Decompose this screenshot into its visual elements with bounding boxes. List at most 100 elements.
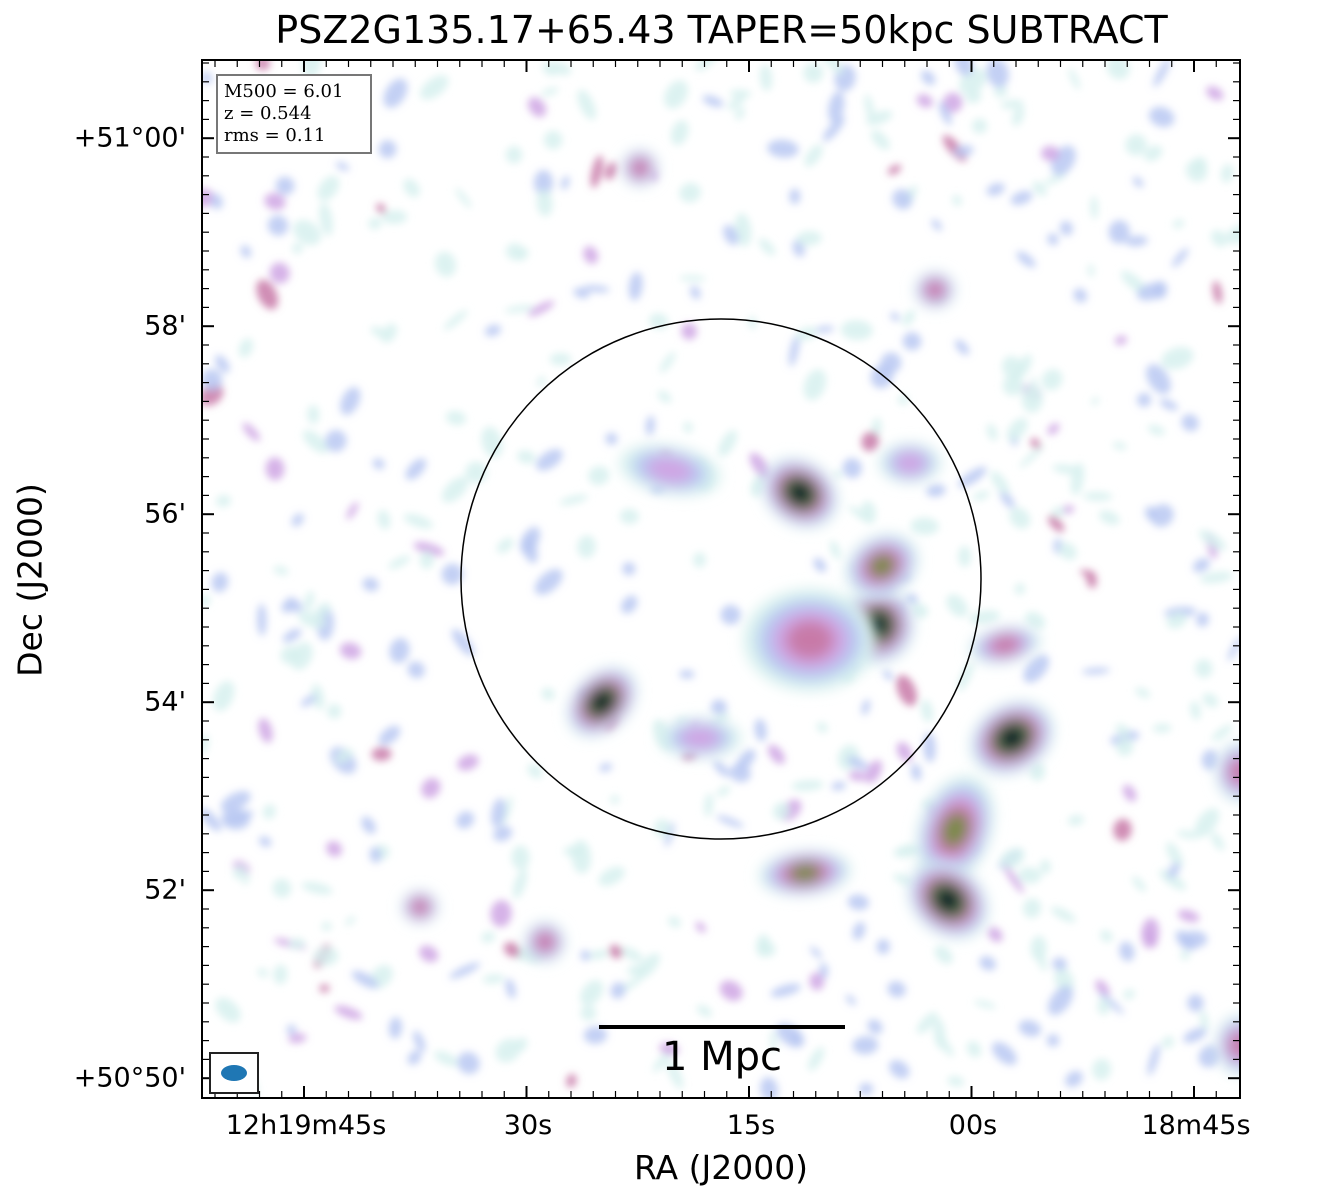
noise-blob	[1003, 865, 1024, 894]
noise-blob	[1041, 368, 1063, 391]
noise-blob	[202, 188, 213, 208]
noise-blob	[889, 1059, 910, 1079]
noise-blob	[265, 457, 285, 481]
noise-blob	[1090, 397, 1100, 405]
noise-blob	[481, 426, 503, 458]
noise-blob	[317, 175, 340, 201]
noise-blob	[896, 675, 918, 706]
noise-blob	[598, 866, 625, 886]
noise-blob	[938, 101, 952, 126]
noise-blob	[515, 1037, 528, 1052]
noise-blob	[505, 978, 516, 999]
noise-blob	[242, 422, 261, 442]
noise-blob	[664, 80, 688, 109]
noise-blob	[867, 1019, 883, 1035]
noise-blob	[864, 94, 875, 122]
noise-blob	[926, 484, 946, 497]
noise-blob	[1152, 723, 1172, 733]
noise-blob	[346, 501, 359, 520]
axis-ticks	[202, 60, 1240, 1098]
noise-blob	[831, 781, 846, 791]
radio-source	[969, 626, 1041, 664]
noise-blob	[1199, 571, 1234, 584]
noise-blob	[847, 756, 869, 770]
noise-blob	[809, 972, 825, 991]
noise-blob	[419, 550, 434, 569]
noise-blob	[389, 638, 410, 664]
noise-blob	[1021, 385, 1043, 413]
noise-blob	[716, 785, 731, 797]
radio-source	[762, 458, 838, 528]
noise-blob	[1047, 515, 1065, 533]
noise-blob	[1144, 145, 1163, 162]
noise-blob	[1132, 876, 1146, 892]
noise-blob	[920, 699, 934, 723]
noise-blob	[1185, 160, 1208, 182]
noise-blob	[610, 795, 620, 805]
noise-blob	[292, 243, 303, 254]
noise-blob	[559, 494, 589, 506]
noise-blob	[288, 938, 306, 950]
noise-blob	[445, 410, 467, 426]
y-axis-label: Dec (J2000)	[10, 483, 50, 677]
noise-blob	[942, 92, 963, 113]
noise-blob	[1002, 356, 1023, 380]
noise-blob	[319, 202, 333, 236]
noise-blob	[583, 1026, 608, 1044]
noise-blob	[696, 1004, 713, 1018]
noise-blob	[273, 964, 288, 985]
noise-blob	[421, 777, 441, 799]
noise-blob	[1179, 950, 1191, 960]
noise-blob	[257, 603, 267, 636]
noise-blob	[628, 271, 643, 301]
noise-blob	[892, 189, 913, 210]
noise-blob	[604, 162, 618, 180]
noise-blob	[403, 178, 420, 198]
noise-blob	[904, 593, 918, 605]
noise-blob	[577, 535, 596, 559]
radio-source	[659, 718, 741, 758]
noise-blob	[1113, 818, 1132, 841]
noise-blob	[1122, 784, 1137, 802]
noise-blob	[456, 811, 475, 829]
noise-blob	[1201, 749, 1219, 771]
dec-tick-label: +50°50'	[73, 1062, 186, 1094]
noise-blob	[861, 699, 871, 716]
noise-blob	[490, 900, 512, 928]
noise-blob	[335, 162, 350, 171]
radio-source	[402, 891, 438, 923]
noise-blob	[1196, 612, 1209, 627]
noise-blob	[729, 89, 752, 98]
noise-blob	[767, 139, 799, 158]
noise-blob	[861, 431, 880, 452]
noise-blob	[880, 352, 902, 374]
noise-blob	[300, 694, 317, 707]
noise-blob	[842, 458, 862, 479]
noise-blob	[890, 312, 900, 322]
radio-source	[907, 861, 989, 939]
noise-blob	[1161, 1036, 1175, 1049]
noise-blob	[916, 94, 933, 108]
noise-blob	[1167, 862, 1180, 879]
noise-blob	[999, 847, 1025, 870]
noise-blob	[1030, 437, 1041, 449]
noise-blob	[1058, 542, 1077, 560]
noise-blob	[986, 60, 1009, 88]
noise-blob	[377, 509, 391, 530]
noise-blob	[729, 763, 751, 783]
noise-blob	[549, 353, 572, 366]
noise-blob	[610, 982, 626, 999]
noise-blob	[807, 1046, 825, 1071]
noise-blob	[1002, 375, 1024, 396]
noise-blob	[803, 369, 827, 401]
noise-blob	[533, 170, 554, 196]
noise-blob	[1115, 723, 1130, 737]
noise-blob	[969, 610, 1001, 625]
noise-blob	[667, 1060, 684, 1089]
noise-blob	[887, 164, 902, 175]
noise-blob	[1100, 930, 1113, 943]
noise-blob	[931, 218, 942, 231]
noise-blob	[1047, 985, 1074, 1016]
noise-blob	[892, 873, 915, 886]
noise-blob	[668, 916, 681, 928]
